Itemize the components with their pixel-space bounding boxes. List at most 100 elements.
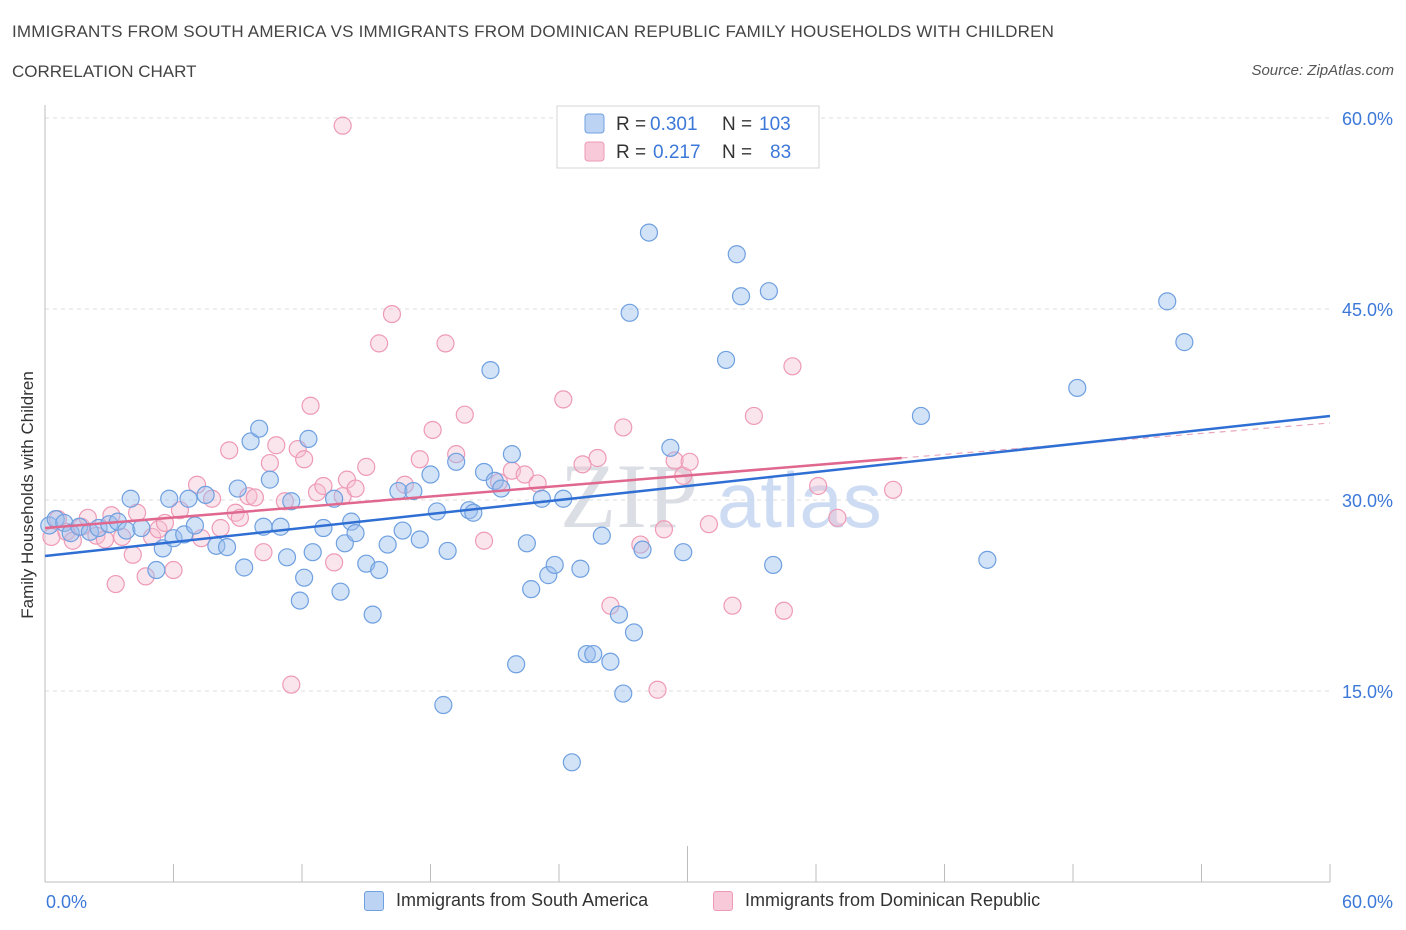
data-point <box>132 518 151 538</box>
data-point <box>314 518 333 538</box>
stats-blue-r-label: R = <box>616 114 646 135</box>
data-point <box>185 516 205 535</box>
data-point <box>492 479 511 498</box>
data-point <box>515 465 534 484</box>
tick-labels: 15.0% 30.0% 45.0% 60.0% 0.0% 60.0% <box>46 109 1393 912</box>
data-point <box>363 605 382 624</box>
data-point <box>267 436 286 455</box>
data-point <box>731 287 751 306</box>
legend-item-south-america[interactable]: Immigrants from South America <box>364 890 648 911</box>
data-point <box>447 452 466 471</box>
data-point <box>333 116 352 135</box>
data-point <box>235 558 254 577</box>
data-point <box>699 515 719 534</box>
data-point <box>588 448 607 468</box>
data-point <box>245 488 264 507</box>
data-point <box>410 530 429 549</box>
data-point <box>485 471 504 490</box>
legend-swatch-pink <box>713 890 733 911</box>
data-point <box>522 580 541 599</box>
data-point <box>507 655 526 674</box>
data-point <box>744 406 763 426</box>
data-point <box>911 406 931 426</box>
data-point <box>217 538 237 557</box>
data-point <box>716 350 736 370</box>
data-point <box>539 566 558 585</box>
data-point <box>241 432 260 451</box>
data-point <box>774 601 793 620</box>
data-point <box>295 568 314 587</box>
legend-swatch-blue <box>364 890 384 911</box>
data-point <box>571 559 590 578</box>
y-tick-label: 15.0% <box>1342 682 1393 702</box>
data-point <box>532 489 551 508</box>
data-point <box>502 445 521 464</box>
data-point <box>136 567 155 586</box>
data-point <box>179 489 198 508</box>
data-point <box>123 545 142 564</box>
data-point <box>164 560 183 580</box>
data-point <box>624 623 644 642</box>
data-point <box>614 418 633 437</box>
stats-blue-n-label: N = <box>722 114 752 135</box>
stats-pink-n-value: 83 <box>770 142 791 163</box>
data-point <box>160 489 179 508</box>
data-point <box>592 526 611 545</box>
watermark-zip: ZIP <box>560 445 698 547</box>
data-point <box>282 675 301 694</box>
watermark-atlas: atlas <box>717 456 882 544</box>
series-dominican-republic <box>42 116 903 699</box>
data-point <box>633 540 652 559</box>
data-point <box>447 445 466 464</box>
data-point <box>147 560 166 580</box>
data-point <box>121 489 140 508</box>
gridlines <box>45 117 1330 692</box>
data-point <box>584 644 603 664</box>
legend-label-dominican-republic: Immigrants from Dominican Republic <box>745 890 1041 910</box>
data-point <box>421 465 440 484</box>
data-point <box>382 304 402 324</box>
data-point <box>545 555 564 575</box>
chart-subtitle: CORRELATION CHART <box>12 62 197 81</box>
data-point <box>474 531 494 550</box>
data-point <box>325 553 344 572</box>
trend-lines <box>44 414 1331 558</box>
stats-pink-r-value: 0.217 <box>653 142 701 163</box>
y-tick-label: 60.0% <box>1342 109 1393 129</box>
data-point <box>250 419 269 438</box>
data-point <box>639 223 659 242</box>
data-point <box>1068 378 1087 398</box>
data-point <box>614 684 633 703</box>
data-point <box>674 543 693 562</box>
data-point <box>680 452 699 471</box>
y-tick-label: 45.0% <box>1342 300 1393 320</box>
data-point <box>346 524 365 543</box>
stats-blue-n-value: 103 <box>759 114 791 135</box>
data-point <box>275 492 294 511</box>
data-point <box>331 582 350 601</box>
legend-label-south-america: Immigrants from South America <box>396 890 649 910</box>
data-point <box>481 361 500 380</box>
data-point <box>577 644 596 664</box>
data-point <box>271 517 290 536</box>
data-point <box>809 476 828 496</box>
data-point <box>464 503 483 522</box>
data-point <box>346 479 365 498</box>
data-point <box>404 481 423 501</box>
data-point <box>228 479 247 498</box>
data-point <box>290 591 309 610</box>
series-south-america <box>40 223 1194 772</box>
data-point <box>370 560 389 580</box>
data-point <box>196 485 215 505</box>
data-point <box>562 753 581 772</box>
data-point <box>436 334 455 353</box>
legend-item-dominican-republic[interactable]: Immigrants from Dominican Republic <box>713 890 1040 911</box>
data-point <box>1175 333 1194 352</box>
data-point <box>438 541 457 561</box>
data-point <box>370 334 389 353</box>
data-point <box>314 476 333 496</box>
data-point <box>609 605 629 624</box>
stats-pink-r-label: R = <box>616 142 646 163</box>
data-point <box>260 470 279 489</box>
